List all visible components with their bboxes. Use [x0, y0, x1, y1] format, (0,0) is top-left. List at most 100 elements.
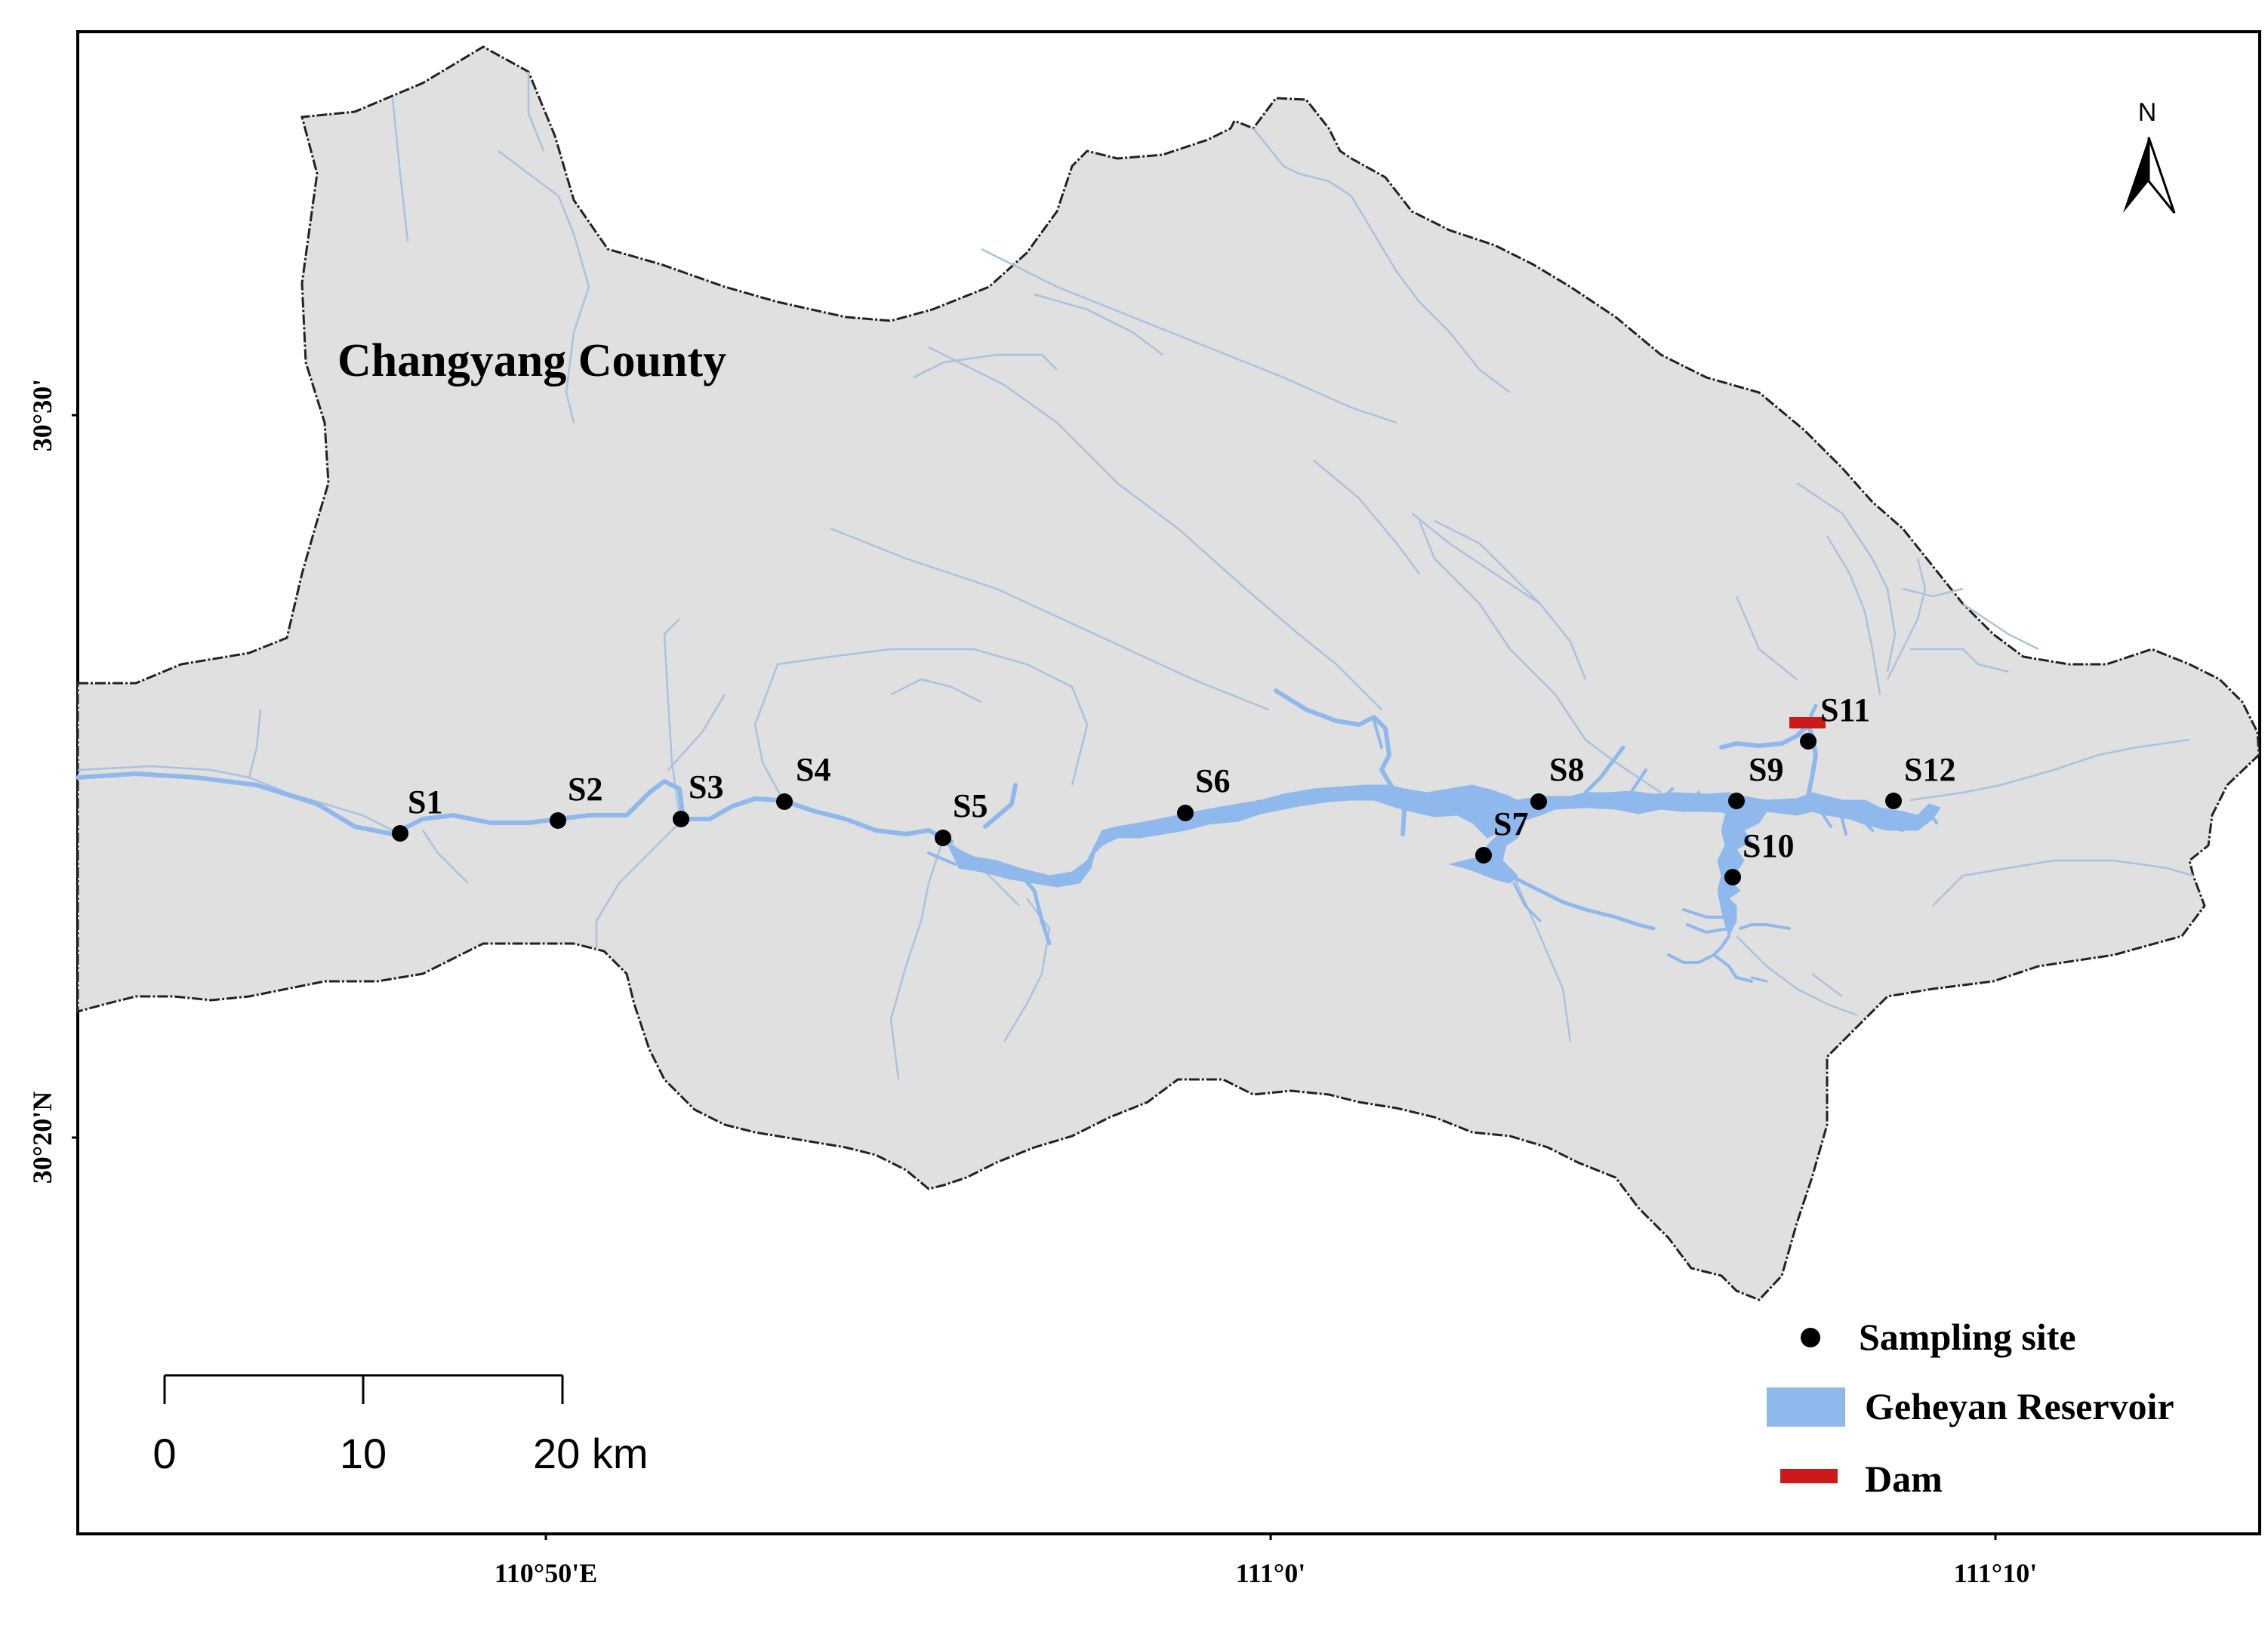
reservoir-branch	[1512, 882, 1542, 922]
sampling-site-label: S8	[1549, 751, 1584, 788]
stream	[1735, 596, 1798, 680]
stream	[1034, 293, 1163, 356]
sampling-site-marker	[1530, 793, 1547, 810]
stream	[913, 353, 1058, 379]
sampling-site-label: S4	[796, 751, 830, 788]
stream	[1796, 482, 1897, 673]
legend-reservoir-symbol	[1767, 1387, 1845, 1427]
stream	[498, 150, 590, 423]
sampling-site-marker	[673, 811, 689, 827]
legend-label: Geheyan Reservoir	[1865, 1385, 2174, 1427]
stream	[391, 97, 409, 242]
reservoir-branch	[1814, 799, 1832, 828]
county-boundary	[76, 45, 2260, 1301]
reservoir-branch	[1496, 866, 1656, 931]
lon-tick-label: 110°50'E	[495, 1558, 597, 1588]
reservoir-upper-river	[75, 771, 954, 844]
stream	[527, 72, 545, 152]
reservoir-branch	[983, 783, 1018, 829]
legend-label: Sampling site	[1859, 1316, 2076, 1358]
longitude-axis: 110°50'E 111°0' 111°10'	[495, 1534, 2037, 1588]
sampling-site-label: S10	[1743, 827, 1794, 864]
stream	[595, 822, 680, 951]
stream	[248, 709, 262, 778]
sampling-site-marker	[1475, 847, 1492, 864]
reservoir-branch	[1659, 787, 1674, 802]
reservoir-s7-bay	[1449, 788, 1526, 884]
dam-marker	[1789, 717, 1826, 728]
stream	[1962, 602, 2039, 651]
reservoir-branch	[1686, 923, 1730, 934]
latitude-axis: 30°30' 30°20'N	[27, 379, 78, 1184]
reservoir-main-body	[947, 784, 1941, 888]
sampling-site-marker	[550, 812, 566, 829]
sampling-site-label: S9	[1749, 751, 1783, 788]
sampling-site-marker	[1724, 869, 1741, 885]
stream	[1736, 935, 1858, 1017]
stream	[1826, 535, 1881, 695]
sampling-site-label: S2	[568, 771, 602, 808]
stream	[1886, 558, 1927, 680]
sampling-site-marker	[1177, 805, 1194, 821]
reservoir-s10-arm	[1717, 803, 1767, 937]
sampling-site-label: S11	[1820, 691, 1870, 728]
sampling-site-label: S12	[1904, 751, 1955, 788]
sampling-site-marker	[776, 793, 793, 810]
sampling-site-marker	[1885, 793, 1902, 809]
reservoir-branch	[1373, 719, 1383, 749]
stream	[1434, 519, 1541, 605]
sampling-site-label: S6	[1195, 762, 1230, 799]
stream	[830, 527, 1269, 711]
sampling-site-marker	[1800, 733, 1817, 750]
north-arrow: N	[2123, 98, 2176, 214]
stream	[1418, 520, 1662, 794]
reservoir-branch	[1274, 688, 1395, 791]
north-arrow-icon	[2123, 137, 2149, 213]
scale-bar-label: 10	[340, 1430, 387, 1477]
stream	[1253, 128, 1511, 393]
stream	[1411, 513, 1587, 680]
stream	[1932, 859, 2194, 907]
lon-tick-label: 111°0'	[1236, 1558, 1305, 1588]
stream	[889, 837, 945, 1080]
stream	[753, 648, 1089, 805]
legend-label: Dam	[1865, 1458, 1943, 1500]
stream	[1508, 867, 1572, 1042]
sampling-sites: S1 S2 S3 S4 S5 S6 S7 S8 S9 S10 S11 S12	[392, 691, 1955, 885]
sampling-site-label: S7	[1493, 805, 1528, 842]
sampling-site-label: S3	[689, 768, 723, 805]
reservoir-branch	[1667, 935, 1730, 964]
stream-network	[77, 72, 2194, 1080]
sampling-site-label: S1	[408, 784, 442, 821]
reservoir-branch	[1927, 810, 1938, 824]
north-arrow-label: N	[2138, 98, 2157, 127]
reservoir-branch	[1719, 722, 1818, 799]
sampling-site-marker	[392, 825, 408, 842]
sampling-site-label: S5	[953, 787, 988, 824]
stream	[77, 765, 393, 832]
stream	[981, 248, 1397, 424]
scale-bar-label: 0	[153, 1430, 176, 1477]
legend: Sampling site Geheyan Reservoir Dam	[1767, 1316, 2174, 1500]
reservoir-branch	[1833, 802, 1847, 836]
stream	[1811, 973, 1843, 997]
region-label: Changyang County	[337, 335, 726, 386]
stream	[1910, 648, 2009, 673]
reservoir-branch	[1750, 976, 1768, 983]
stream	[421, 830, 469, 884]
reservoir-branch	[1629, 768, 1647, 794]
lon-tick-label: 111°10'	[1954, 1558, 2037, 1588]
reservoir-branch	[1739, 923, 1791, 930]
lat-tick-label: 30°30'	[27, 379, 57, 451]
stream	[1902, 587, 1964, 598]
reservoir-branch	[1583, 745, 1626, 795]
stream	[667, 694, 726, 771]
legend-dam-symbol	[1780, 1469, 1838, 1483]
lat-tick-label: 30°20'N	[27, 1092, 57, 1184]
legend-site-symbol	[1801, 1328, 1820, 1347]
stream	[663, 618, 681, 816]
sampling-site-marker	[935, 830, 951, 846]
reservoir-branch	[1682, 908, 1730, 919]
north-arrow-icon	[2147, 137, 2176, 214]
